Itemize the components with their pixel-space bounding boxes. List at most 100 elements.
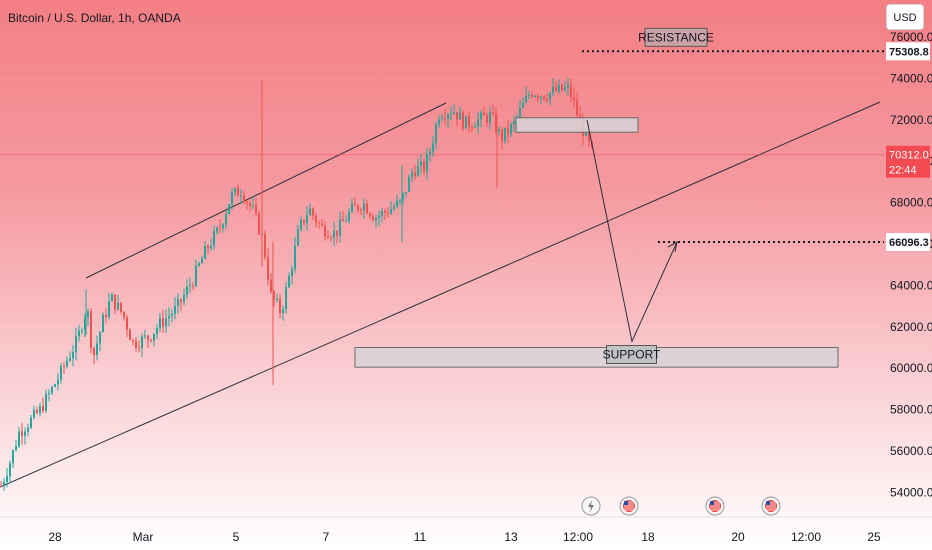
candle-body xyxy=(423,161,425,172)
candle-body xyxy=(48,392,50,395)
candle-body xyxy=(117,302,119,310)
candle-body xyxy=(105,314,107,318)
candle-body xyxy=(174,305,176,314)
candle-body xyxy=(207,245,209,249)
candle-body xyxy=(303,219,305,223)
target-tag[interactable] xyxy=(886,233,930,252)
candle-body xyxy=(387,212,389,214)
x-tick-label: 12:00 xyxy=(791,530,821,544)
candle-body xyxy=(294,245,296,270)
candle-body xyxy=(429,151,431,155)
candle-body xyxy=(102,314,104,333)
us-flag-icon[interactable] xyxy=(705,496,725,516)
candle-body xyxy=(279,298,281,314)
candle-body xyxy=(327,236,329,238)
candle-body xyxy=(507,127,509,134)
lightning-icon[interactable] xyxy=(581,496,601,516)
candle-body xyxy=(477,119,479,127)
x-tick-label: 13 xyxy=(504,530,518,544)
candle-body xyxy=(543,96,545,100)
currency-button[interactable]: USD xyxy=(886,4,924,30)
candle-body xyxy=(390,209,392,214)
candle-body xyxy=(168,316,170,319)
candle-body xyxy=(27,427,29,432)
horizontal-levels[interactable]: RESISTANCE xyxy=(582,27,884,244)
bolt-shape xyxy=(588,500,594,512)
candle-body xyxy=(123,311,125,318)
candle-body xyxy=(519,107,521,117)
candle-body xyxy=(351,203,353,212)
candle-body xyxy=(534,95,536,97)
candle-body xyxy=(567,84,569,88)
candle-body xyxy=(504,127,506,142)
trend-channel xyxy=(0,101,884,488)
current-price-tag[interactable] xyxy=(886,145,930,178)
candle-body xyxy=(93,347,95,355)
candle-body xyxy=(288,275,290,288)
candle-body xyxy=(267,257,269,280)
y-tick-label: 64000.0 xyxy=(890,278,932,292)
projection-arrow-line[interactable] xyxy=(586,119,678,343)
x-tick-label: 11 xyxy=(414,530,427,544)
x-tick-label: 5 xyxy=(233,530,240,544)
candle-body xyxy=(486,115,488,123)
countdown-text: 22:44 xyxy=(889,165,917,177)
event-icons[interactable] xyxy=(581,496,781,516)
candle-body xyxy=(51,386,53,393)
x-tick-label: 28 xyxy=(48,530,62,544)
candle-body xyxy=(249,202,251,206)
candle-body xyxy=(258,213,260,235)
candle-body xyxy=(195,265,197,286)
candle-body xyxy=(414,172,416,177)
candle-body xyxy=(291,269,293,276)
candle-body xyxy=(309,208,311,216)
breakdown-zone[interactable] xyxy=(515,117,639,133)
candle-body xyxy=(576,100,578,116)
candle-body xyxy=(453,112,455,114)
resistance-tag[interactable] xyxy=(886,42,930,61)
candle-body xyxy=(513,120,515,125)
time-axis[interactable]: 28 Mar 5 7 11 13 12:00 18 20 12:00 25 xyxy=(0,516,932,544)
candle-body xyxy=(345,220,347,222)
y-tick-label: 54000.0 xyxy=(890,485,932,499)
candle-body xyxy=(312,208,314,216)
candle-body xyxy=(438,119,440,125)
candle-body xyxy=(252,205,254,207)
candle-body xyxy=(243,195,245,203)
candle-body xyxy=(360,209,362,211)
zones[interactable]: SUPPORT xyxy=(354,117,839,368)
candle-body xyxy=(177,299,179,306)
candle-body xyxy=(483,112,485,116)
candle-body xyxy=(531,94,533,97)
support-label-box xyxy=(606,345,657,364)
candle-body xyxy=(315,215,317,223)
candle-body xyxy=(84,317,86,331)
candle-body xyxy=(564,87,566,91)
candle-body xyxy=(330,237,332,239)
candle-body xyxy=(348,211,350,221)
us-flag-icon[interactable] xyxy=(761,496,781,516)
candle-body xyxy=(297,229,299,246)
candle-body xyxy=(588,130,590,142)
candle-body xyxy=(204,245,206,259)
candle-body xyxy=(237,188,239,197)
candle-body xyxy=(225,213,227,225)
candle-body xyxy=(411,172,413,178)
us-flag-icon[interactable] xyxy=(619,496,639,516)
candle-body xyxy=(432,143,434,152)
candle-body xyxy=(549,92,551,100)
candle-body xyxy=(318,222,320,224)
candle-body xyxy=(450,113,452,115)
support-zone[interactable] xyxy=(354,347,839,368)
candle-body xyxy=(300,219,302,230)
candle-body xyxy=(366,203,368,214)
candle-body xyxy=(120,302,122,312)
candle-body xyxy=(510,124,512,134)
price-axis[interactable]: 54000.0 56000.0 58000.0 60000.0 62000.0 64000… xyxy=(886,30,932,499)
candle-body xyxy=(282,309,284,314)
candle-body xyxy=(528,94,530,96)
candle-body xyxy=(147,335,149,340)
projection-arrow[interactable] xyxy=(586,119,678,343)
candle-body xyxy=(162,317,164,327)
